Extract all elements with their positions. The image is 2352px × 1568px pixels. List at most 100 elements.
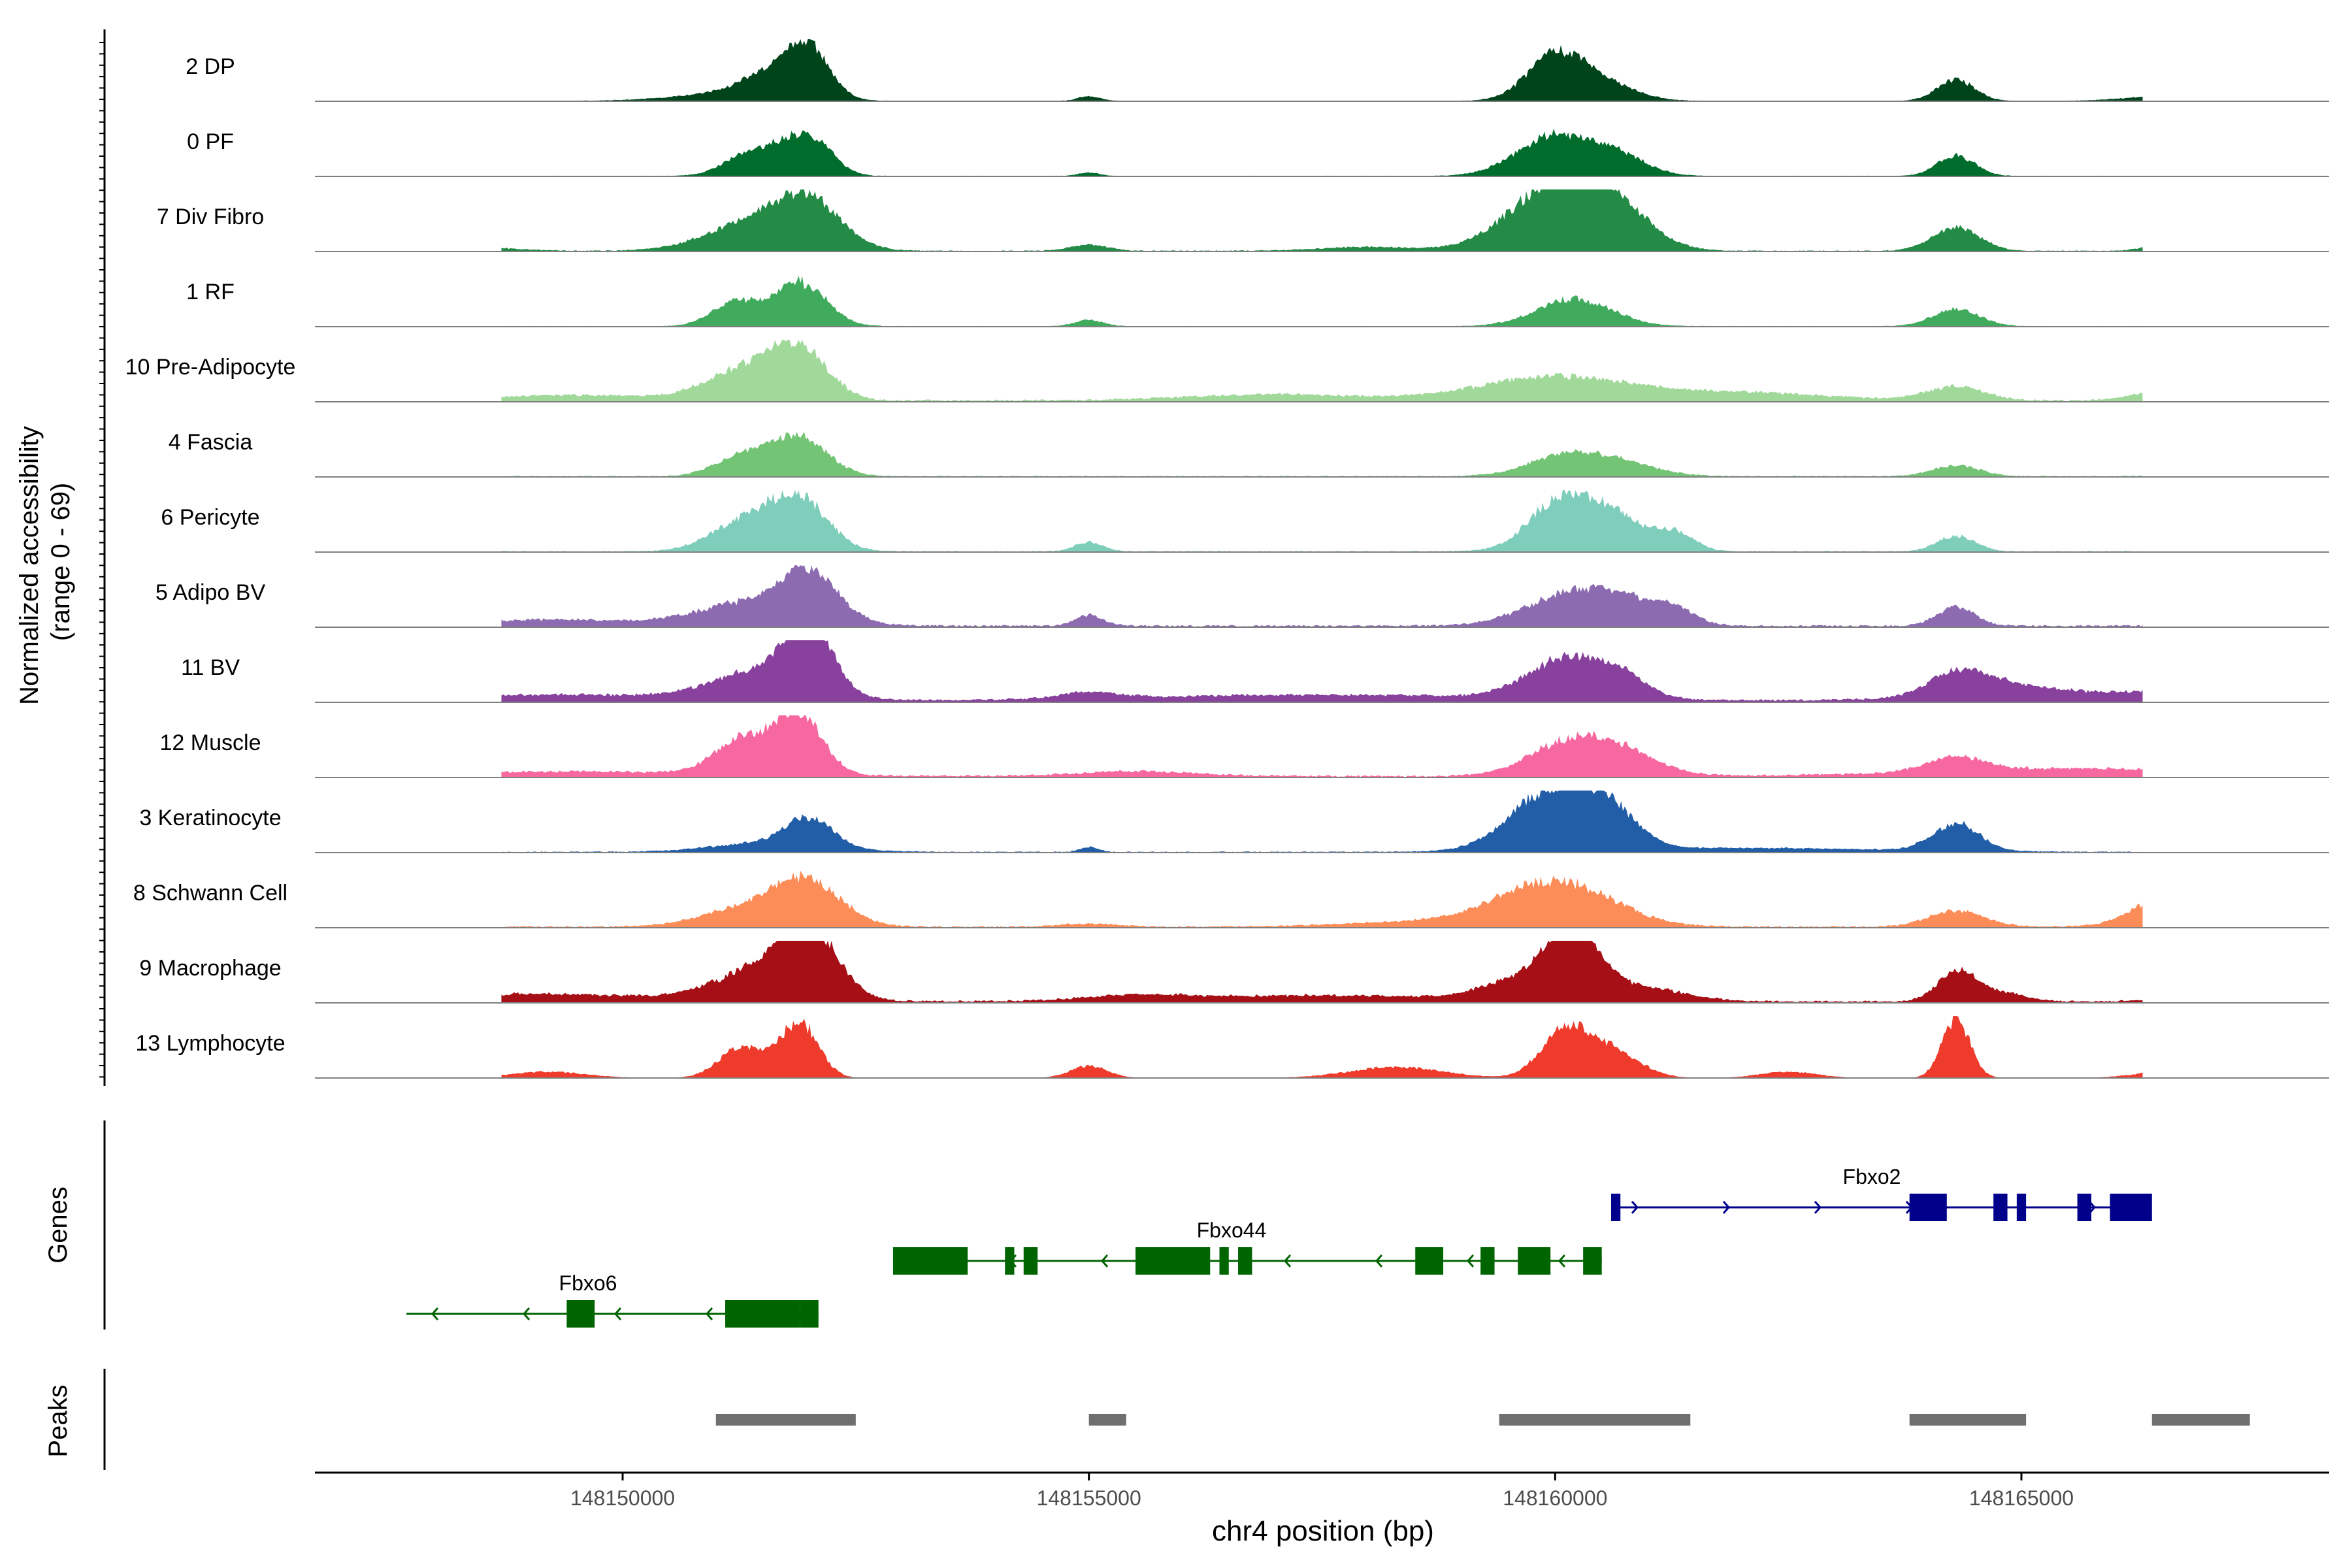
- genes-panel-label: Genes: [44, 1186, 73, 1264]
- track-7: 6 Pericyte: [161, 490, 2329, 553]
- track-label: 6 Pericyte: [161, 505, 259, 530]
- x-axis: 148150000 148155000 148160000 148165000: [315, 1471, 2329, 1510]
- coverage-area: [501, 941, 2143, 1003]
- track-label: 1 RF: [186, 280, 235, 304]
- peak-region: [715, 1414, 856, 1426]
- strand-arrow: [705, 1307, 713, 1320]
- peak-region: [1088, 1414, 1126, 1426]
- track-9: 11 BV: [181, 640, 2329, 703]
- strand-arrow: [1722, 1201, 1730, 1214]
- x-axis-title: chr4 position (bp): [1212, 1515, 1434, 1547]
- track-label: 12 Muscle: [160, 730, 261, 755]
- exon: [1023, 1247, 1038, 1275]
- exon: [2110, 1194, 2152, 1221]
- track-4: 1 RF: [186, 276, 2329, 327]
- coverage-area: [501, 1016, 2143, 1078]
- track-13: 9 Macrophage: [139, 941, 2329, 1004]
- strand-arrow: [1814, 1201, 1821, 1214]
- track-8: 5 Adipo BV: [155, 565, 2329, 628]
- exon: [1219, 1247, 1229, 1275]
- exon: [1238, 1247, 1252, 1275]
- strand-arrow: [613, 1307, 622, 1320]
- track-label: 10 Pre-Adipocyte: [125, 355, 296, 380]
- exon: [1909, 1194, 1947, 1221]
- track-2: 0 PF: [187, 129, 2329, 177]
- strand-arrow: [1631, 1201, 1639, 1214]
- track-label: 2 DP: [186, 54, 235, 79]
- track-label: 11 BV: [181, 655, 240, 680]
- track-label: 9 Macrophage: [139, 956, 281, 981]
- x-tick-label: 148160000: [1503, 1486, 1607, 1510]
- exon: [2077, 1194, 2092, 1221]
- exon: [1480, 1247, 1495, 1275]
- peaks-panel-label: Peaks: [44, 1384, 73, 1457]
- track-14: 13 Lymphocyte: [135, 1016, 2329, 1079]
- coverage-area: [501, 189, 2143, 252]
- exon: [1415, 1247, 1444, 1275]
- track-1: 2 DP: [186, 39, 2329, 102]
- coverage-area: [501, 129, 2143, 176]
- x-tick-label: 148155000: [1037, 1486, 1141, 1510]
- exon: [725, 1300, 800, 1328]
- exon: [892, 1247, 968, 1275]
- strand-arrow: [1375, 1254, 1383, 1267]
- coverage-area: [501, 39, 2143, 101]
- gene-name: Fbxo2: [1843, 1165, 1901, 1188]
- peak-region: [1499, 1414, 1691, 1426]
- gene-name: Fbxo44: [1197, 1218, 1267, 1242]
- exon: [1518, 1247, 1551, 1275]
- strand-arrow: [522, 1307, 531, 1320]
- track-label: 0 PF: [187, 129, 234, 154]
- track-label: 4 Fascia: [169, 430, 253, 455]
- strand-arrow: [1558, 1254, 1566, 1267]
- coverage-tracks: 2 DP 0 PF 7 Div Fibro 1 RF 10 Pre-Adipocyte 4…: [125, 39, 2329, 1079]
- gene-fbxo44: Fbxo44: [892, 1218, 1602, 1275]
- peaks-track: [715, 1414, 2250, 1426]
- track-3: 7 Div Fibro: [157, 189, 2329, 252]
- gene-fbxo6: Fbxo6: [406, 1271, 819, 1328]
- coverage-area: [501, 490, 2143, 552]
- strand-arrow: [431, 1307, 439, 1320]
- coverage-area: [501, 870, 2143, 928]
- exon: [1993, 1194, 2008, 1221]
- exon: [1135, 1247, 1211, 1275]
- y-axis: [99, 29, 106, 1086]
- gene-fbxo2: Fbxo2: [1610, 1165, 2152, 1221]
- coverage-area: [501, 715, 2143, 777]
- exon: [1610, 1194, 1621, 1221]
- y-axis-title-line1: Normalized accessibility: [15, 426, 44, 705]
- track-label: 7 Div Fibro: [157, 204, 264, 229]
- x-tick-label: 148165000: [1969, 1486, 2074, 1510]
- exon: [566, 1300, 595, 1328]
- coverage-area: [501, 340, 2143, 402]
- strand-arrow: [1100, 1254, 1109, 1267]
- strand-arrow: [1466, 1254, 1475, 1267]
- exon: [2016, 1194, 2027, 1221]
- genes-track: Fbxo6 Fbxo44 Fbxo2: [406, 1165, 2152, 1328]
- coverage-area: [501, 791, 2143, 853]
- track-label: 3 Keratinocyte: [139, 806, 281, 830]
- gene-name: Fbxo6: [559, 1271, 617, 1295]
- y-axis-title-line2: (range 0 - 69): [46, 483, 75, 641]
- track-5: 10 Pre-Adipocyte: [125, 340, 2329, 402]
- track-label: 8 Schwann Cell: [133, 881, 287, 906]
- track-6: 4 Fascia: [169, 430, 2329, 478]
- x-tick-label: 148150000: [570, 1486, 675, 1510]
- peak-region: [1909, 1414, 2027, 1426]
- track-label: 5 Adipo BV: [155, 580, 266, 605]
- coverage-area: [501, 431, 2143, 477]
- track-label: 13 Lymphocyte: [135, 1031, 285, 1056]
- track-11: 3 Keratinocyte: [139, 791, 2329, 853]
- exon: [1005, 1247, 1015, 1275]
- y-axis-title: Normalized accessibility (range 0 - 69): [15, 419, 75, 705]
- exon: [800, 1300, 819, 1328]
- peak-region: [2151, 1414, 2250, 1426]
- track-12: 8 Schwann Cell: [133, 870, 2329, 928]
- strand-arrow: [1283, 1254, 1292, 1267]
- coverage-area: [501, 640, 2143, 702]
- coverage-area: [501, 565, 2143, 627]
- exon: [1583, 1247, 1602, 1275]
- coverage-area: [501, 276, 2143, 327]
- track-10: 12 Muscle: [160, 715, 2329, 778]
